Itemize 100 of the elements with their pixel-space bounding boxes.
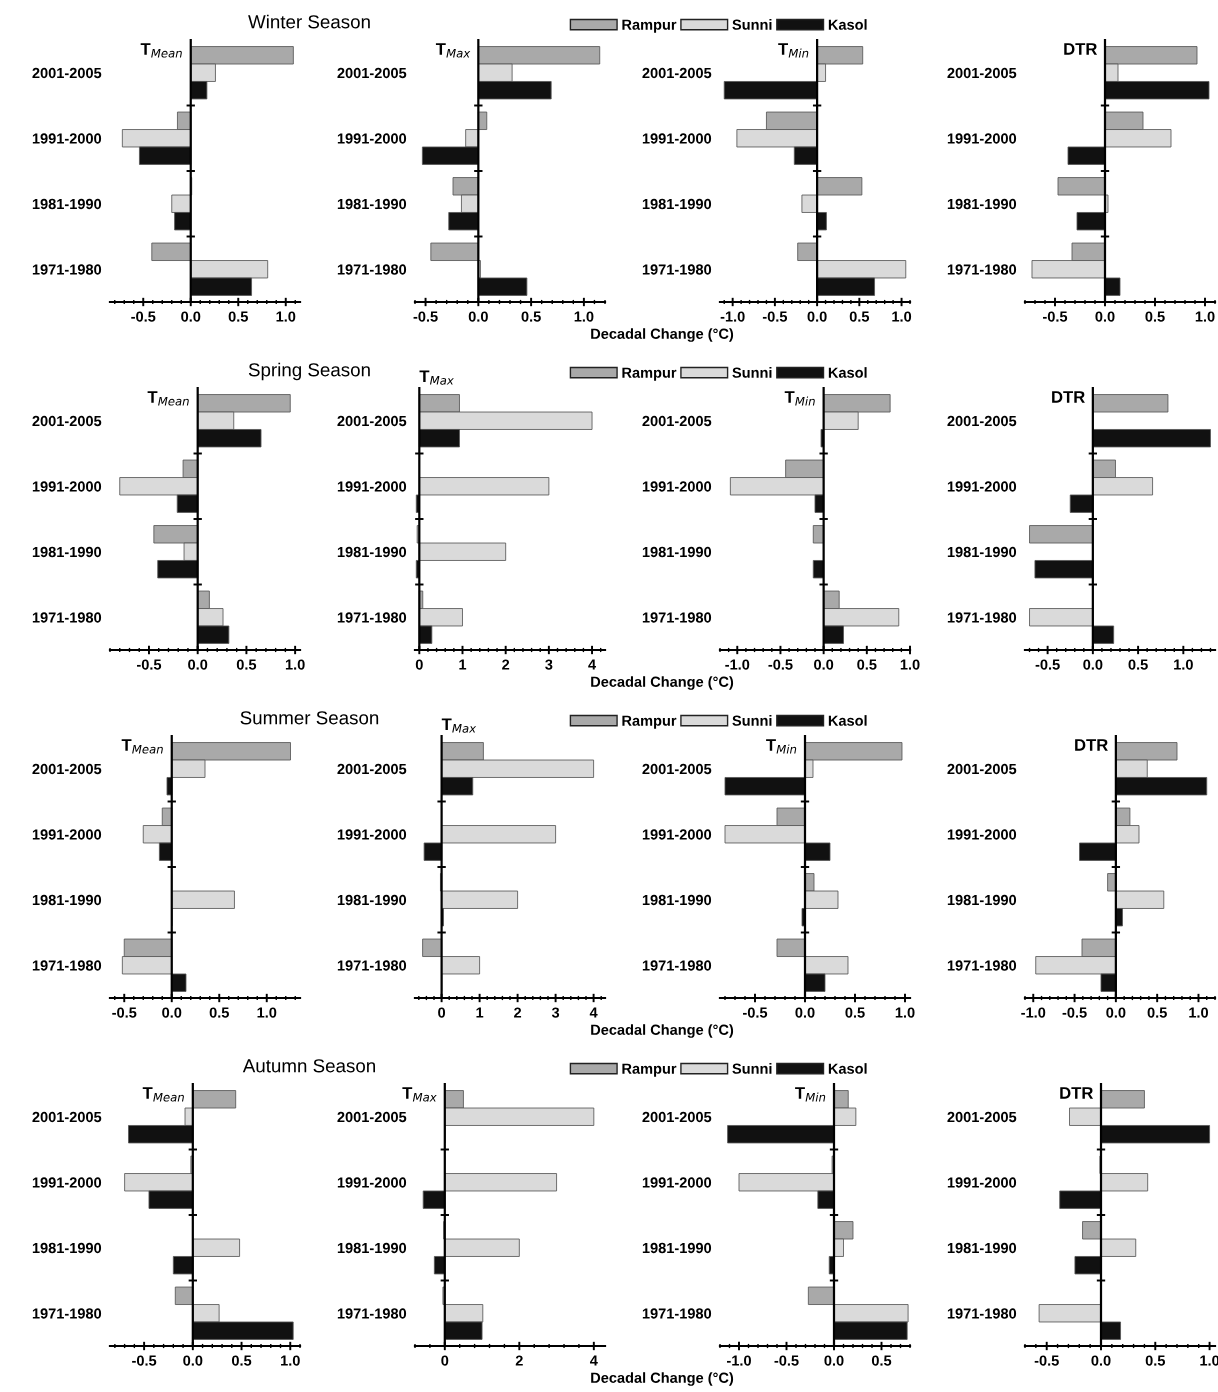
chart-title: T$_{Mean}$	[142, 1087, 184, 1102]
x-tick-label: 0.5	[1128, 659, 1148, 670]
y-tick-label: 2001-2005	[947, 415, 1017, 427]
chart-title: T$_{Min}$	[778, 43, 809, 58]
x-tick-label: 0.0	[181, 311, 201, 322]
x-tick-label: 0.5	[521, 311, 541, 322]
y-tick-label: 2001-2005	[642, 415, 712, 427]
chart-title: T$_{Max}$	[402, 1087, 437, 1102]
x-tick-label: 0	[438, 1007, 446, 1018]
legend-label: Sunni	[732, 1063, 772, 1074]
chart-title: DTR	[1052, 391, 1085, 403]
y-tick-label: 1991-2000	[642, 481, 712, 492]
text: Winter Season	[248, 14, 370, 29]
y-tick-label: 1981-1990	[32, 198, 102, 210]
legend-label: Rampur	[622, 19, 677, 33]
x-tick-label: 0.5	[231, 1355, 252, 1366]
y-tick-label: 1981-1990	[32, 546, 102, 558]
x-tick-label: 0	[441, 1355, 449, 1366]
y-tick-label: 2001-2005	[337, 67, 407, 79]
y-tick-label: 1971-1980	[947, 264, 1017, 275]
legend-label: Kasol	[828, 19, 867, 30]
legend-label: Kasol	[828, 715, 867, 726]
y-tick-label: 2001-2005	[642, 1111, 712, 1123]
chart-title: DTR	[1075, 739, 1108, 751]
x-tick-label: 0.5	[209, 1007, 229, 1018]
y-tick-label: 1971-1980	[32, 960, 102, 971]
legend-label: Kasol	[828, 367, 867, 378]
x-tick-label: 0.0	[807, 311, 827, 322]
x-tick-label: 1.0	[1174, 659, 1193, 670]
chart-title: T$_{Min}$	[784, 391, 815, 406]
x-tick-label: 0.5	[236, 659, 257, 670]
chart-title: T$_{Mean}$	[147, 391, 189, 406]
y-tick-label: 1991-2000	[947, 1177, 1017, 1188]
y-tick-label: 2001-2005	[947, 763, 1017, 775]
x-tick-label: 1.0	[276, 311, 296, 322]
x-tick-label: -1.0	[720, 311, 745, 322]
y-tick-label: 1991-2000	[337, 133, 407, 144]
x-axis-title: Decadal Change (°C)	[591, 1024, 734, 1038]
y-tick-label: 2001-2005	[947, 1111, 1017, 1123]
x-tick-label: 0.5	[1145, 1355, 1166, 1366]
x-tick-label: 2	[502, 659, 510, 670]
y-tick-label: 1991-2000	[32, 133, 102, 144]
text: Autumn Season	[242, 1059, 375, 1073]
chart-title: T$_{Max}$	[441, 718, 477, 733]
y-tick-label: 1971-1980	[947, 1308, 1017, 1319]
legend-label: Kasol	[828, 1063, 867, 1074]
x-tick-label: 1.0	[281, 1355, 300, 1366]
y-tick-label: 1971-1980	[32, 612, 102, 623]
y-tick-label: 2001-2005	[947, 67, 1017, 79]
chart-title: T$_{Mean}$	[140, 43, 182, 58]
x-tick-label: 1.0	[895, 1007, 915, 1018]
x-tick-label: 0.5	[857, 659, 877, 670]
y-tick-label: 2001-2005	[337, 415, 407, 427]
y-tick-label: 1991-2000	[32, 481, 102, 492]
x-tick-label: -0.5	[1034, 1355, 1059, 1366]
y-tick-label: 1971-1980	[337, 1308, 407, 1319]
y-tick-label: 2001-2005	[642, 763, 712, 775]
y-tick-label: 1981-1990	[337, 894, 407, 906]
y-tick-label: 1991-2000	[947, 481, 1017, 492]
legend-label: Rampur	[622, 715, 677, 729]
y-tick-label: 1981-1990	[642, 1242, 712, 1254]
y-tick-label: 1981-1990	[337, 198, 407, 210]
x-tick-label: 0.0	[162, 1007, 182, 1018]
legend-label: Sunni	[732, 367, 772, 378]
y-tick-label: 2001-2005	[32, 763, 102, 775]
y-tick-label: 1971-1980	[642, 960, 712, 971]
x-tick-label: 3	[551, 1007, 560, 1018]
y-tick-label: 2001-2005	[337, 763, 407, 775]
x-tick-label: 1	[459, 659, 467, 670]
y-tick-label: 1981-1990	[947, 198, 1017, 210]
chart-title: T$_{Max}$	[435, 43, 471, 58]
x-axis-title: Decadal Change (°C)	[591, 1372, 734, 1386]
y-tick-label: 1971-1980	[947, 960, 1017, 971]
y-tick-label: 1991-2000	[32, 1177, 102, 1188]
x-tick-label: -0.5	[112, 1007, 137, 1018]
x-tick-label: -0.5	[774, 1355, 799, 1366]
y-tick-label: 1981-1990	[32, 894, 102, 906]
y-tick-label: 1991-2000	[337, 1177, 407, 1188]
x-tick-label: -0.5	[1043, 311, 1068, 322]
x-tick-label: 1.0	[900, 659, 920, 670]
x-tick-label: 0.5	[228, 311, 248, 322]
x-tick-label: -0.5	[136, 659, 162, 670]
x-tick-label: 0.0	[824, 1355, 844, 1366]
x-tick-label: 0.5	[845, 1007, 865, 1018]
y-tick-label: 2001-2005	[642, 67, 712, 79]
x-tick-label: 1.0	[574, 311, 594, 322]
x-tick-label: -0.5	[413, 311, 438, 322]
y-tick-label: 1971-1980	[642, 1308, 712, 1319]
x-tick-label: 1.0	[1189, 1007, 1209, 1018]
x-tick-label: -0.5	[1062, 1007, 1087, 1018]
x-tick-label: -0.5	[762, 311, 788, 322]
y-tick-label: 1971-1980	[337, 612, 407, 623]
y-tick-label: 2001-2005	[32, 415, 102, 427]
chart-title: T$_{Min}$	[795, 1087, 826, 1102]
x-tick-label: 0.0	[188, 659, 208, 670]
chart-title: T$_{Max}$	[419, 370, 454, 385]
x-tick-label: 4	[589, 1355, 598, 1366]
x-tick-label: 1.0	[892, 311, 912, 322]
x-tick-label: 0.0	[1091, 1355, 1111, 1366]
x-tick-label: 4	[588, 659, 597, 670]
